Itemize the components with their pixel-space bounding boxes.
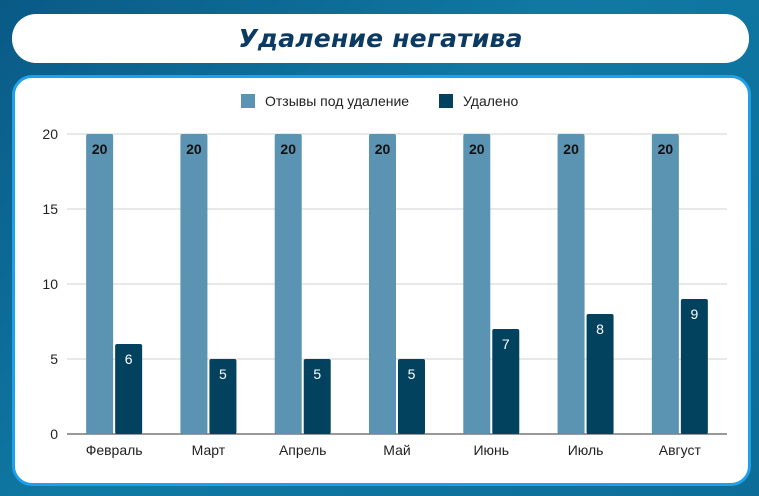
data-label: 20: [563, 141, 579, 157]
bar-removed: [303, 359, 331, 434]
legend-label: Удалено: [463, 93, 518, 109]
bar-removed: [586, 314, 614, 434]
bar-removed: [398, 359, 425, 434]
y-tick-label: 15: [42, 201, 58, 217]
bar-removed: [209, 359, 237, 434]
bar-reviews: [274, 134, 302, 434]
y-tick-label: 5: [50, 351, 58, 367]
data-label: 7: [502, 336, 510, 352]
data-label: 9: [690, 306, 698, 322]
data-label: 20: [658, 141, 674, 157]
bar-removed: [115, 344, 143, 434]
data-label: 20: [92, 141, 108, 157]
x-tick-label: Июль: [568, 442, 604, 458]
data-label: 20: [375, 141, 391, 157]
x-tick-label: Апрель: [279, 442, 327, 458]
title-bar: Удаление негатива: [12, 14, 749, 63]
y-tick-label: 20: [42, 126, 58, 142]
bar-reviews: [463, 134, 491, 434]
legend-swatch: [439, 94, 453, 108]
data-label: 5: [219, 366, 227, 382]
x-tick-label: Март: [192, 442, 226, 458]
legend-label: Отзывы под удаление: [265, 93, 409, 109]
bar-removed: [680, 299, 708, 434]
legend-swatch: [241, 94, 255, 108]
bar-reviews: [180, 134, 208, 434]
data-label: 20: [186, 141, 202, 157]
x-tick-label: Май: [383, 442, 410, 458]
chart-title: Удаление негатива: [238, 24, 523, 53]
data-label: 20: [469, 141, 485, 157]
x-tick-label: Февраль: [86, 442, 143, 458]
y-tick-label: 10: [42, 276, 58, 292]
data-label: 5: [408, 366, 416, 382]
data-label: 20: [280, 141, 296, 157]
bar-reviews: [651, 134, 679, 434]
bar-reviews: [86, 134, 114, 434]
data-label: 8: [596, 321, 604, 337]
y-tick-label: 0: [50, 426, 58, 442]
bar-reviews: [369, 134, 396, 434]
bar-reviews: [557, 134, 585, 434]
x-tick-label: Июнь: [473, 442, 509, 458]
x-tick-label: Август: [659, 442, 702, 458]
bar-removed: [492, 329, 520, 434]
data-label: 5: [313, 366, 321, 382]
data-label: 6: [125, 351, 133, 367]
